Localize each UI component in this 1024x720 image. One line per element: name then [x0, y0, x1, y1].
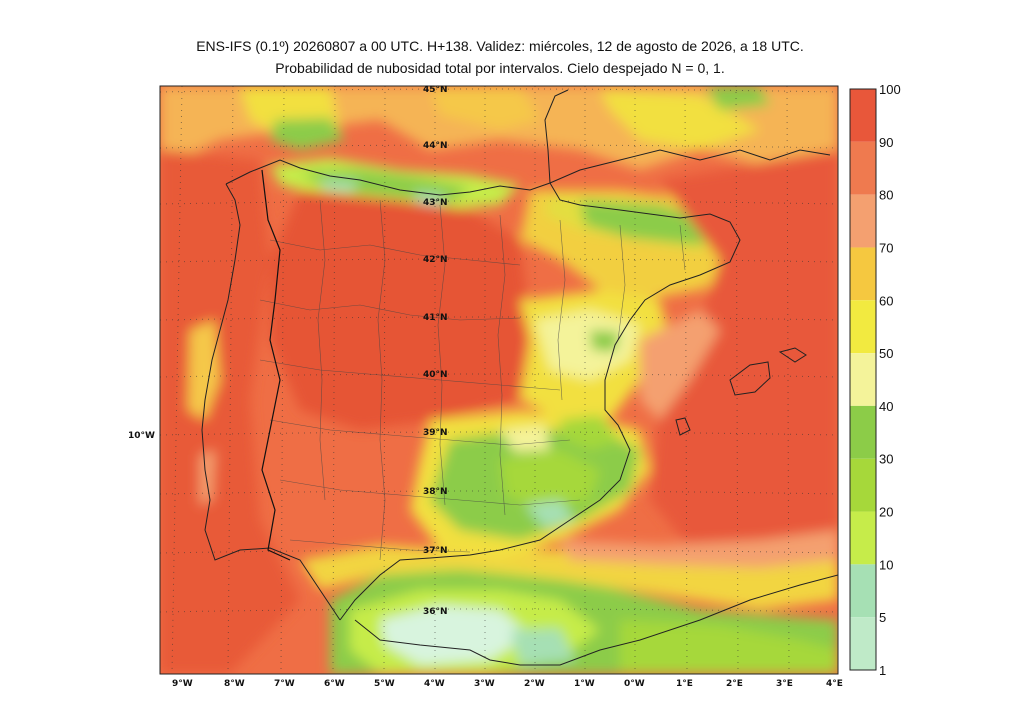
map-field	[160, 86, 838, 674]
lon-label: 4°E	[826, 679, 843, 689]
lon-label: 2°E	[726, 679, 743, 689]
colorbar-label: 100	[879, 82, 901, 97]
lat-label: 45°N	[423, 85, 448, 95]
lat-label: 40°N	[423, 370, 448, 380]
lat-label: 44°N	[423, 141, 448, 151]
colorbar-label: 40	[879, 399, 893, 414]
lat-label: 39°N	[423, 428, 448, 438]
colorbar-label: 30	[879, 452, 893, 467]
colorbar-segment	[850, 300, 876, 354]
colorbar-label: 50	[879, 346, 893, 361]
coastlines	[201, 89, 838, 666]
longitude-left-label: 10°W	[128, 431, 155, 441]
province-borders	[259, 199, 686, 561]
colorbar-segment	[850, 89, 876, 142]
lat-label: 37°N	[423, 546, 448, 556]
lon-label: 3°E	[776, 679, 793, 689]
map-title-line-1: ENS-IFS (0.1º) 20260807 a 00 UTC. H+138.…	[196, 38, 804, 54]
colorbar-label: 1	[879, 663, 886, 678]
colorbar-segment	[850, 353, 876, 406]
lon-label: 5°W	[374, 679, 395, 689]
colorbar-segment	[850, 458, 876, 512]
colorbar-frame	[849, 88, 877, 671]
colorbar-segment	[850, 564, 876, 618]
portugal-border	[261, 169, 291, 561]
lon-label: 2°W	[524, 679, 545, 689]
colorbar: 100 90 80 70 60 50 40 30 20 10 5 1	[849, 82, 901, 678]
lat-label: 42°N	[423, 255, 448, 265]
lat-label: 38°N	[423, 487, 448, 497]
map-title-line-2: Probabilidad de nubosidad total por inte…	[275, 60, 725, 76]
colorbar-segment	[850, 511, 876, 565]
lon-label: 9°W	[172, 679, 193, 689]
colorbar-segment	[850, 405, 876, 459]
lat-label: 36°N	[423, 607, 448, 617]
colorbar-label: 5	[879, 610, 886, 625]
colorbar-segment	[850, 141, 876, 195]
lon-label: 0°W	[624, 679, 645, 689]
colorbar-segment	[850, 194, 876, 248]
colorbar-label: 90	[879, 135, 893, 150]
graticule	[160, 86, 838, 674]
lon-label: 4°W	[424, 679, 445, 689]
colorbar-label: 20	[879, 505, 893, 520]
colorbar-label: 70	[879, 240, 893, 255]
colorbar-segment	[850, 247, 876, 301]
latitude-labels: 45°N 44°N 43°N 42°N 41°N 40°N 39°N 38°N …	[423, 85, 448, 617]
colorbar-label: 10	[879, 557, 893, 572]
colorbar-label: 60	[879, 293, 893, 308]
lon-label: 8°W	[224, 679, 245, 689]
lon-label: 6°W	[324, 679, 345, 689]
lon-label: 7°W	[274, 679, 295, 689]
longitude-labels: 9°W 8°W 7°W 6°W 5°W 4°W 3°W 2°W 1°W 0°W …	[172, 679, 843, 689]
map-frame	[159, 85, 839, 675]
lon-label: 3°W	[474, 679, 495, 689]
lon-label: 1°W	[574, 679, 595, 689]
lat-label: 41°N	[423, 313, 448, 323]
colorbar-segment	[850, 617, 876, 670]
colorbar-label: 80	[879, 188, 893, 203]
lat-label: 43°N	[423, 198, 448, 208]
lon-label: 1°E	[676, 679, 693, 689]
